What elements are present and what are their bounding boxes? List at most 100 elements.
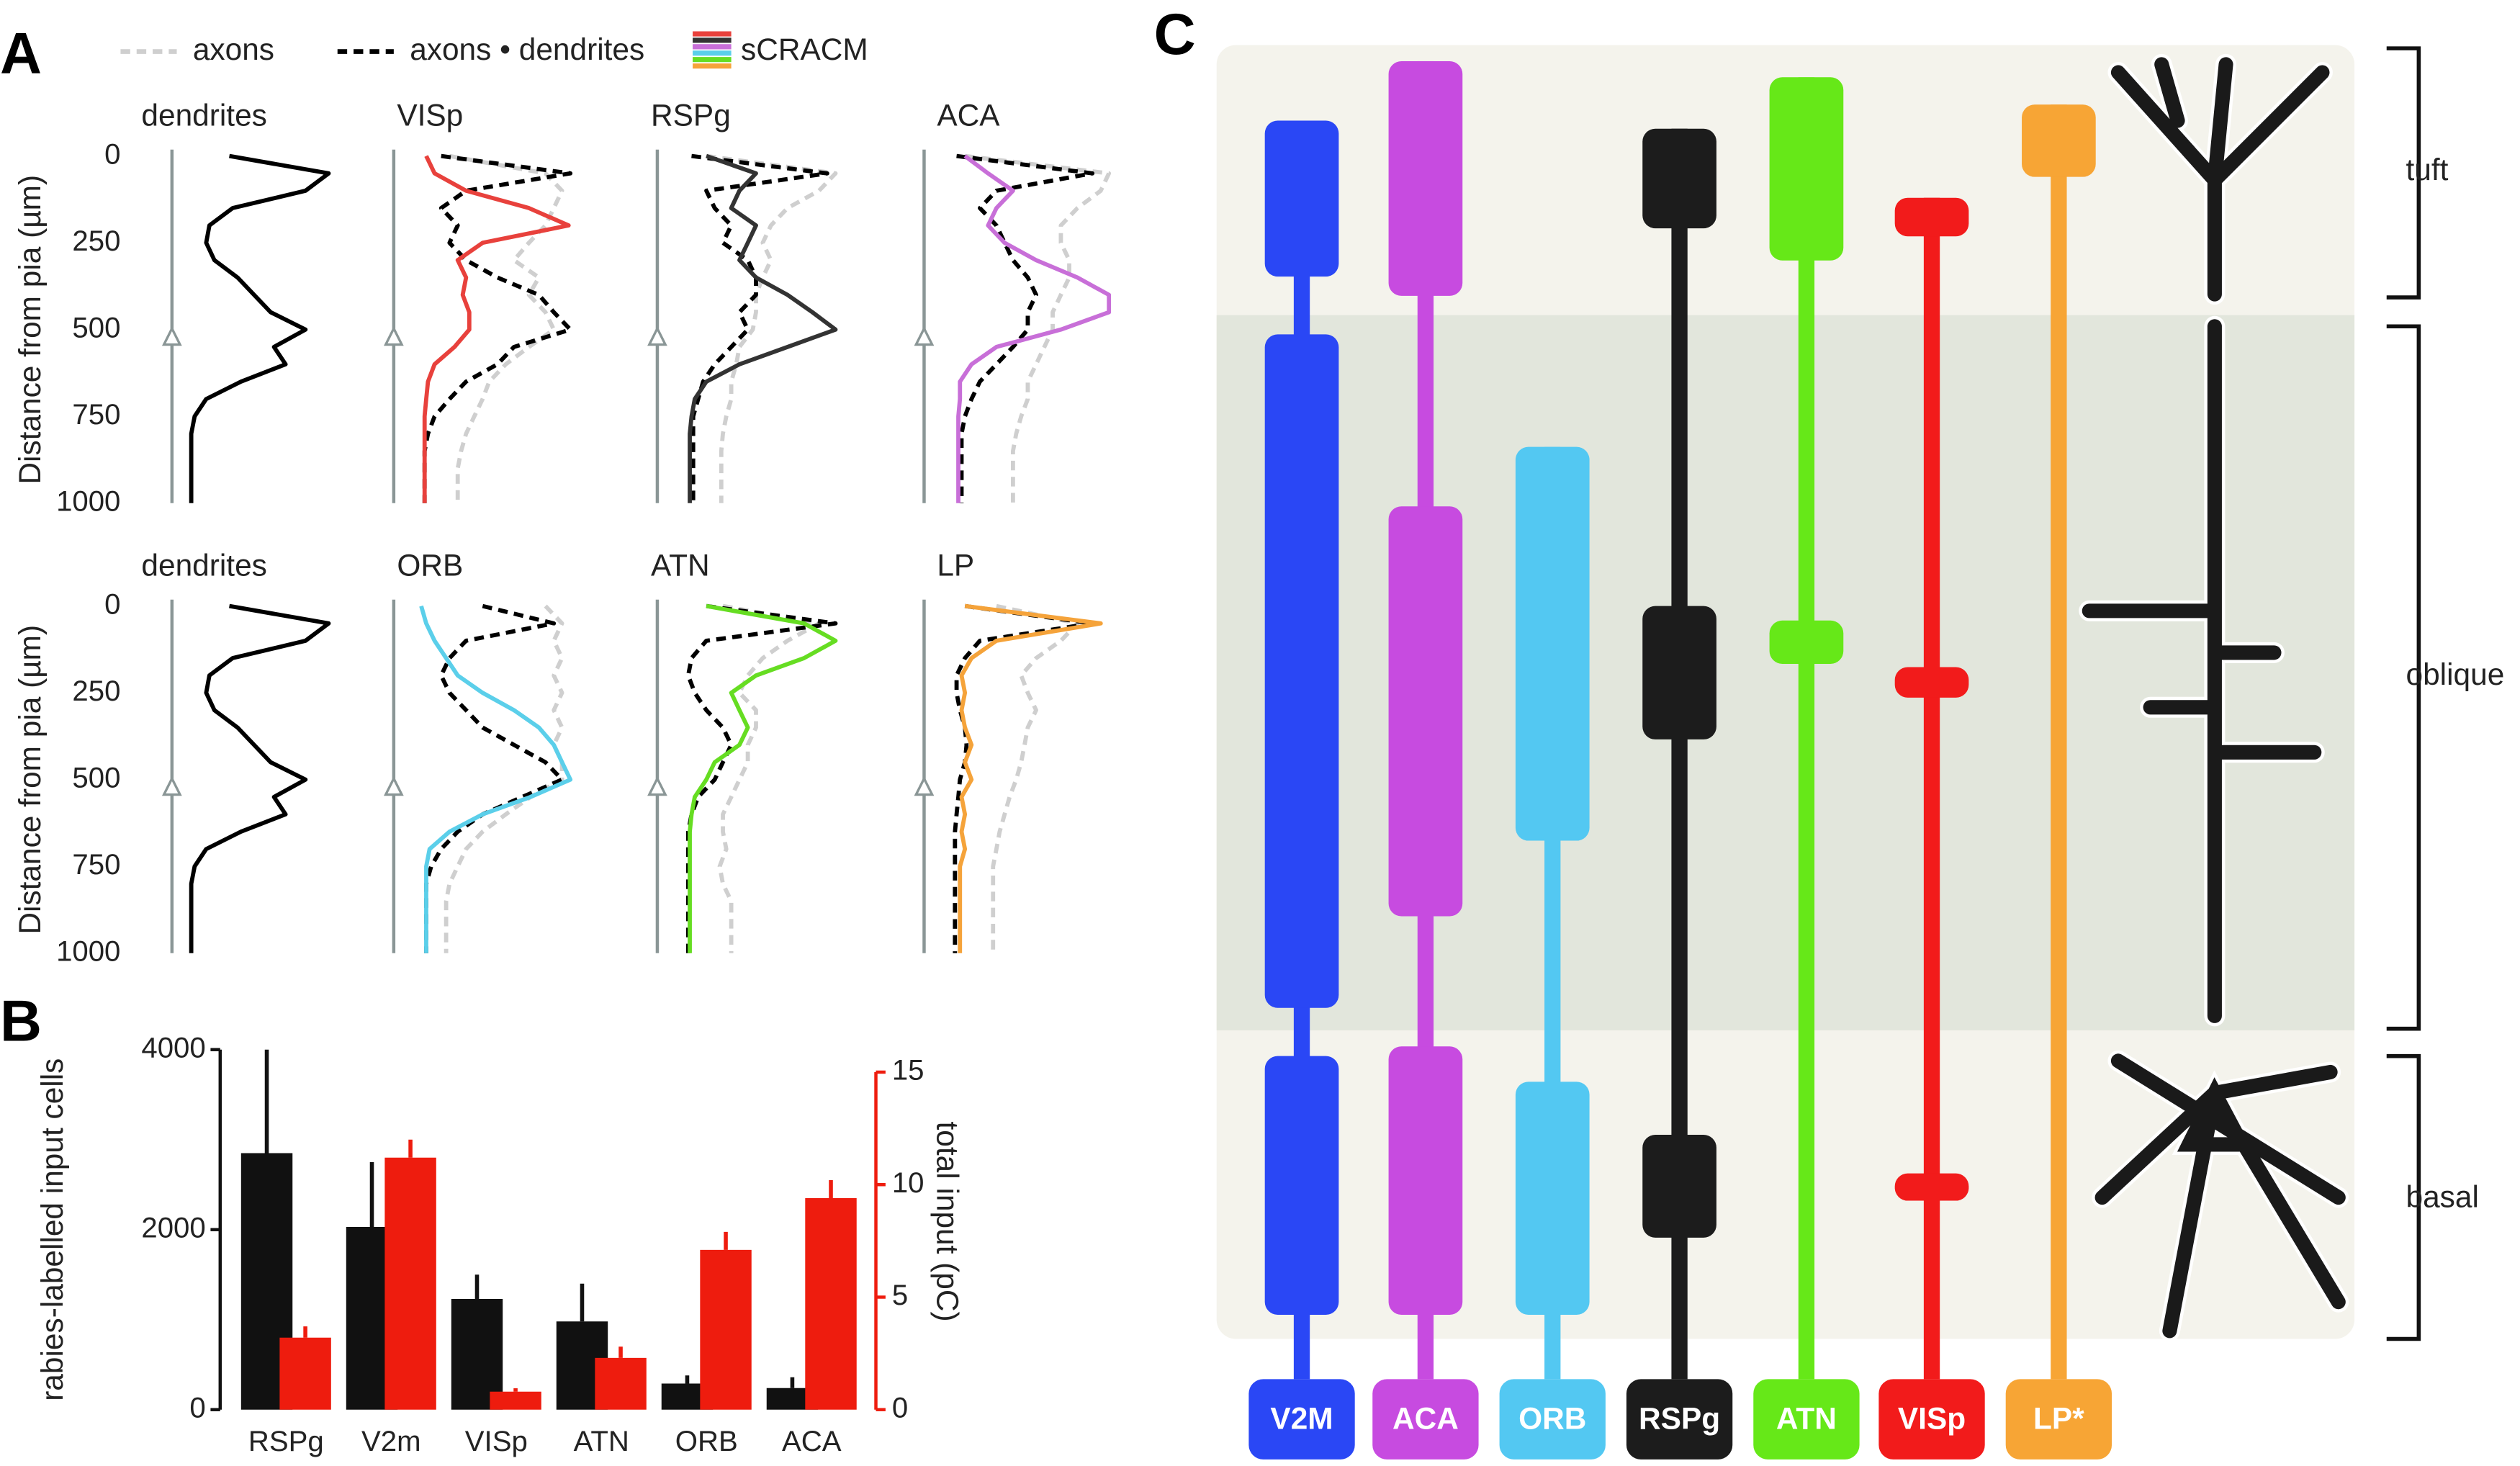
bar xyxy=(805,1197,857,1410)
legend-label: sCRACM xyxy=(741,32,868,66)
y-tick-label: 500 xyxy=(72,311,120,343)
legend-label: axons • dendrites xyxy=(410,32,644,66)
x-tick-label: RSPg xyxy=(248,1425,324,1457)
bar xyxy=(490,1391,541,1410)
plot-title: dendrites xyxy=(141,98,266,132)
input-segment xyxy=(1894,197,1969,237)
y-tick-label: 1000 xyxy=(56,485,120,517)
column-label: VISp xyxy=(1898,1402,1966,1436)
y2-tick-label: 15 xyxy=(892,1054,924,1087)
column-label: RSPg xyxy=(1639,1402,1720,1436)
y-tick-label: 0 xyxy=(104,588,120,620)
x-tick-label: V2m xyxy=(361,1425,421,1457)
column-stem xyxy=(2051,104,2067,1380)
profile-line xyxy=(189,603,331,953)
input-segment xyxy=(1642,606,1716,739)
profile-line xyxy=(688,603,838,953)
profile-line xyxy=(964,153,1112,503)
y-tick-label: 750 xyxy=(72,398,120,431)
input-segment xyxy=(1769,77,1844,261)
region-brackets xyxy=(2386,46,2421,1341)
column-label-box xyxy=(1248,1379,1355,1460)
y-tick-label: 4000 xyxy=(141,1031,205,1063)
input-segment xyxy=(2022,104,2096,177)
plot-title: LP xyxy=(937,548,974,582)
axis-marker xyxy=(384,775,404,796)
input-segment xyxy=(1515,1081,1590,1316)
bar xyxy=(700,1249,752,1410)
input-segment xyxy=(1894,1173,1969,1201)
column-label-box xyxy=(1372,1379,1479,1460)
profile-line xyxy=(956,153,1095,503)
input-segment xyxy=(1388,1046,1463,1316)
column-label-box xyxy=(1499,1379,1606,1460)
profile-line xyxy=(189,153,331,503)
axis-marker xyxy=(384,325,404,346)
y2-tick-label: 0 xyxy=(892,1391,908,1424)
axis-marker xyxy=(161,325,182,346)
plot-title: ACA xyxy=(937,98,1000,132)
bar xyxy=(384,1157,436,1410)
region-label: basal xyxy=(2406,1180,2479,1214)
axis-marker xyxy=(914,775,935,796)
column-label: V2M xyxy=(1270,1402,1333,1436)
column-stem xyxy=(1671,128,1688,1380)
columns: V2M ACA ORB RSPg ATN VISp LP* xyxy=(1248,60,2112,1460)
profile-line xyxy=(424,603,564,953)
axis-marker xyxy=(647,325,667,346)
bar xyxy=(279,1337,331,1410)
y-tick-label: 0 xyxy=(104,138,120,170)
x-tick-label: VISp xyxy=(465,1425,528,1457)
region-label: oblique xyxy=(2406,657,2505,691)
y-tick-label: 2000 xyxy=(141,1211,205,1244)
input-segment xyxy=(1769,620,1844,665)
column-label-box xyxy=(2005,1379,2112,1460)
neuron-sketch xyxy=(2079,53,2349,1341)
y-tick-label: 750 xyxy=(72,848,120,881)
column-label-box xyxy=(1878,1379,1985,1460)
panel-label: A xyxy=(0,22,42,86)
panel-label: B xyxy=(0,989,42,1053)
y-axis-label: Distance from pia (µm) xyxy=(13,625,47,935)
x-tick-label: ORB xyxy=(675,1425,738,1457)
column-label-box xyxy=(1626,1379,1733,1460)
column-label: ATN xyxy=(1776,1402,1837,1436)
region-label: tuft xyxy=(2406,153,2449,186)
plot-title: ATN xyxy=(651,548,710,582)
plot-title: VISp xyxy=(397,98,463,132)
input-segment xyxy=(1264,334,1339,1008)
y-tick-label: 250 xyxy=(72,225,120,257)
bar xyxy=(595,1357,647,1410)
column-label: ACA xyxy=(1392,1402,1459,1436)
profile-line xyxy=(444,604,564,953)
input-segment xyxy=(1264,120,1339,277)
y-axis-label: Distance from pia (µm) xyxy=(13,175,47,485)
input-segment xyxy=(1388,506,1463,917)
profile-line xyxy=(688,153,838,503)
profile-line xyxy=(956,154,1112,503)
column-label: LP* xyxy=(2033,1402,2084,1436)
axis-marker xyxy=(914,325,935,346)
input-segment xyxy=(1642,128,1716,229)
profile-line xyxy=(449,153,564,503)
y-tick-label: 0 xyxy=(189,1391,205,1424)
profile-line xyxy=(419,605,573,953)
plot-title: ORB xyxy=(397,548,463,582)
x-tick-label: ACA xyxy=(782,1425,842,1457)
profile-line xyxy=(422,153,573,503)
input-segment xyxy=(1264,1056,1339,1316)
y2-axis-label: total input (pC) xyxy=(930,1122,964,1322)
column-label-box xyxy=(1753,1379,1860,1460)
column-label: ORB xyxy=(1518,1402,1586,1436)
input-segment xyxy=(1894,667,1969,698)
panel-label: C xyxy=(1154,2,1196,67)
profile-line xyxy=(685,603,838,953)
column-stem xyxy=(1798,77,1815,1380)
y-tick-label: 1000 xyxy=(56,935,120,967)
input-segment xyxy=(1388,60,1463,296)
axis-marker xyxy=(647,775,667,796)
profile-line xyxy=(717,603,822,953)
profile-line xyxy=(991,603,1080,953)
